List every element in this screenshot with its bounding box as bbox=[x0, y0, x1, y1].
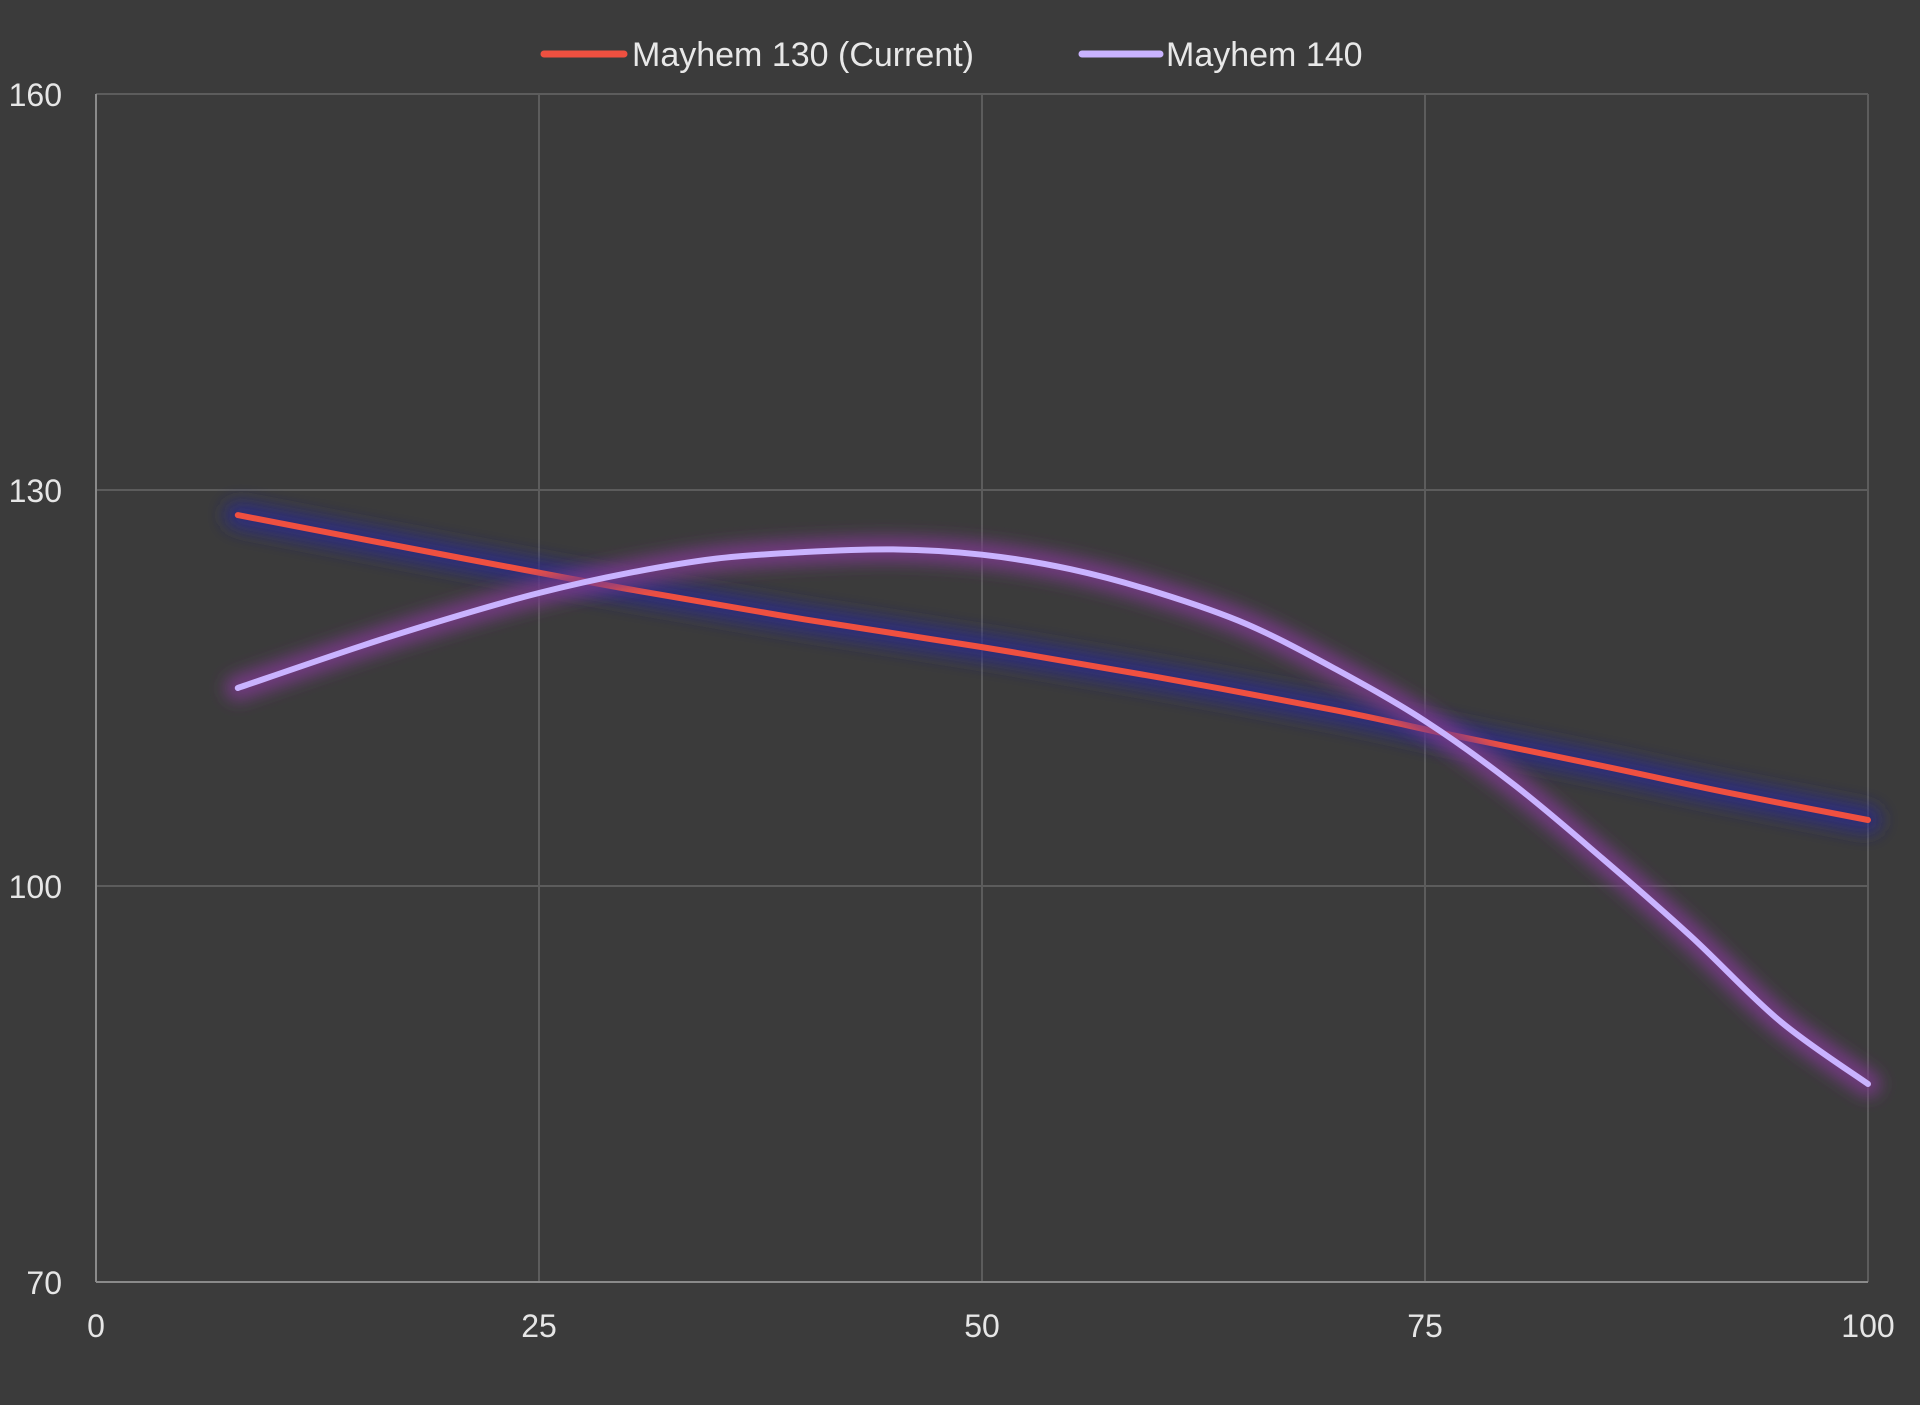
legend-item-mayhem-130[interactable]: Mayhem 130 (Current) bbox=[540, 36, 974, 74]
legend-label: Mayhem 130 (Current) bbox=[632, 36, 974, 74]
y-tick-label: 160 bbox=[9, 77, 62, 113]
series-lines bbox=[224, 502, 1881, 1097]
legend[interactable]: Mayhem 130 (Current) Mayhem 140 bbox=[540, 36, 1363, 74]
y-tick-label: 70 bbox=[26, 1265, 62, 1301]
x-tick-label: 100 bbox=[1841, 1308, 1894, 1344]
x-tick-label: 25 bbox=[521, 1308, 557, 1344]
legend-item-mayhem-140[interactable]: Mayhem 140 bbox=[1078, 36, 1363, 74]
tick-labels: 0 25 50 75 100 70 100 130 160 bbox=[9, 77, 1895, 1344]
x-tick-label: 50 bbox=[964, 1308, 1000, 1344]
grid bbox=[96, 93, 1869, 1282]
series-line-mayhem-130 bbox=[234, 512, 1871, 823]
y-tick-label: 130 bbox=[9, 473, 62, 509]
axes bbox=[95, 94, 1868, 1283]
x-tick-label: 0 bbox=[87, 1308, 105, 1344]
y-tick-label: 100 bbox=[9, 869, 62, 905]
legend-label: Mayhem 140 bbox=[1166, 36, 1363, 74]
series-line-mayhem-140 bbox=[234, 546, 1871, 1087]
x-tick-label: 75 bbox=[1407, 1308, 1443, 1344]
series-line-glow-mayhem-140 bbox=[224, 536, 1881, 1097]
